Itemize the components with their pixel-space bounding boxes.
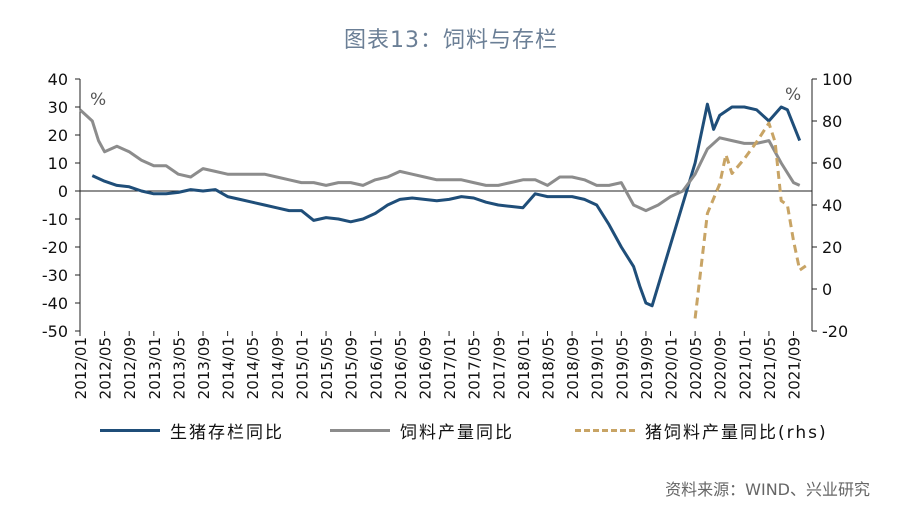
x-tick-label: 2013/01	[146, 337, 164, 399]
left-tick-label: -30	[42, 266, 68, 285]
series-line-pig-feed-output	[693, 121, 807, 319]
chart-svg: -50 -40 -30 -20 -10 0 10 20 30 40 -20 0 20 40 60 80 100%…	[42, 70, 853, 399]
x-tick-label: 2014/01	[220, 337, 238, 399]
x-tick-label: 2017/05	[466, 337, 484, 399]
x-tick-label: 2020/01	[663, 337, 681, 399]
left-unit-label: %	[90, 90, 106, 110]
left-tick-label: -40	[42, 294, 68, 313]
x-tick-label: 2016/09	[416, 337, 434, 399]
series-line-pig-stock	[91, 102, 802, 308]
x-tick-label: 2015/05	[318, 337, 336, 399]
legend-item-pig-feed-output: 猪饲料产量同比(rhs)	[575, 418, 828, 443]
x-tick-label: 2015/01	[293, 337, 311, 399]
series-line-feed-output	[78, 108, 801, 213]
x-tick-label: 2020/05	[687, 337, 705, 399]
x-tick-label: 2012/01	[72, 337, 90, 399]
x-tick-label: 2012/09	[121, 337, 139, 399]
legend-swatch-feed-output	[330, 429, 390, 432]
legend-swatch-pig-feed-output	[575, 429, 635, 432]
right-tick-label: 80	[822, 112, 842, 131]
left-tick-label: 30	[48, 98, 68, 117]
source-note: 资料来源：WIND、兴业研究	[665, 480, 870, 499]
left-tick-label: -50	[42, 322, 68, 341]
x-tick-label: 2020/09	[712, 337, 730, 399]
right-tick-label: 60	[822, 154, 842, 173]
right-tick-label: 0	[822, 280, 832, 299]
left-tick-label: 0	[58, 182, 68, 201]
right-tick-label: -20	[822, 322, 848, 341]
legend-item-feed-output: 饲料产量同比	[330, 418, 514, 443]
x-tick-label: 2012/05	[97, 337, 115, 399]
x-tick-label: 2016/01	[367, 337, 385, 399]
legend-item-pig-stock: 生猪存栏同比	[100, 418, 284, 443]
x-tick-label: 2013/05	[170, 337, 188, 399]
x-tick-label: 2018/05	[539, 337, 557, 399]
x-tick-label: 2021/01	[736, 337, 754, 399]
left-tick-label: -20	[42, 238, 68, 257]
legend-label-pig-stock: 生猪存栏同比	[170, 423, 284, 443]
x-tick-label: 2013/09	[195, 337, 213, 399]
x-tick-label: 2021/05	[761, 337, 779, 399]
x-tick-label: 2015/09	[343, 337, 361, 399]
right-unit-label: %	[785, 85, 801, 105]
left-tick-label: -10	[42, 210, 68, 229]
x-tick-label: 2014/05	[244, 337, 262, 399]
x-tick-label: 2016/05	[392, 337, 410, 399]
x-tick-label: 2018/01	[515, 337, 533, 399]
x-tick-label: 2019/01	[589, 337, 607, 399]
legend-swatch-pig-stock	[100, 429, 160, 432]
right-tick-label: 100	[822, 70, 853, 89]
x-tick-label: 2019/05	[613, 337, 631, 399]
x-tick-label: 2021/09	[786, 337, 804, 399]
x-tick-label: 2019/09	[638, 337, 656, 399]
chart-title: 图表13：饲料与存栏	[344, 28, 558, 53]
left-tick-label: 40	[48, 70, 68, 89]
x-tick-label: 2018/09	[564, 337, 582, 399]
x-tick-label: 2017/01	[441, 337, 459, 399]
left-tick-label: 20	[48, 126, 68, 145]
right-tick-label: 40	[822, 196, 842, 215]
legend: 生猪存栏同比 饲料产量同比 猪饲料产量同比(rhs)	[0, 418, 902, 448]
legend-label-feed-output: 饲料产量同比	[400, 423, 514, 443]
right-tick-label: 20	[822, 238, 842, 257]
x-tick-label: 2017/09	[490, 337, 508, 399]
x-tick-label: 2014/09	[269, 337, 287, 399]
legend-label-pig-feed-output: 猪饲料产量同比(rhs)	[645, 423, 828, 443]
left-tick-label: 10	[48, 154, 68, 173]
